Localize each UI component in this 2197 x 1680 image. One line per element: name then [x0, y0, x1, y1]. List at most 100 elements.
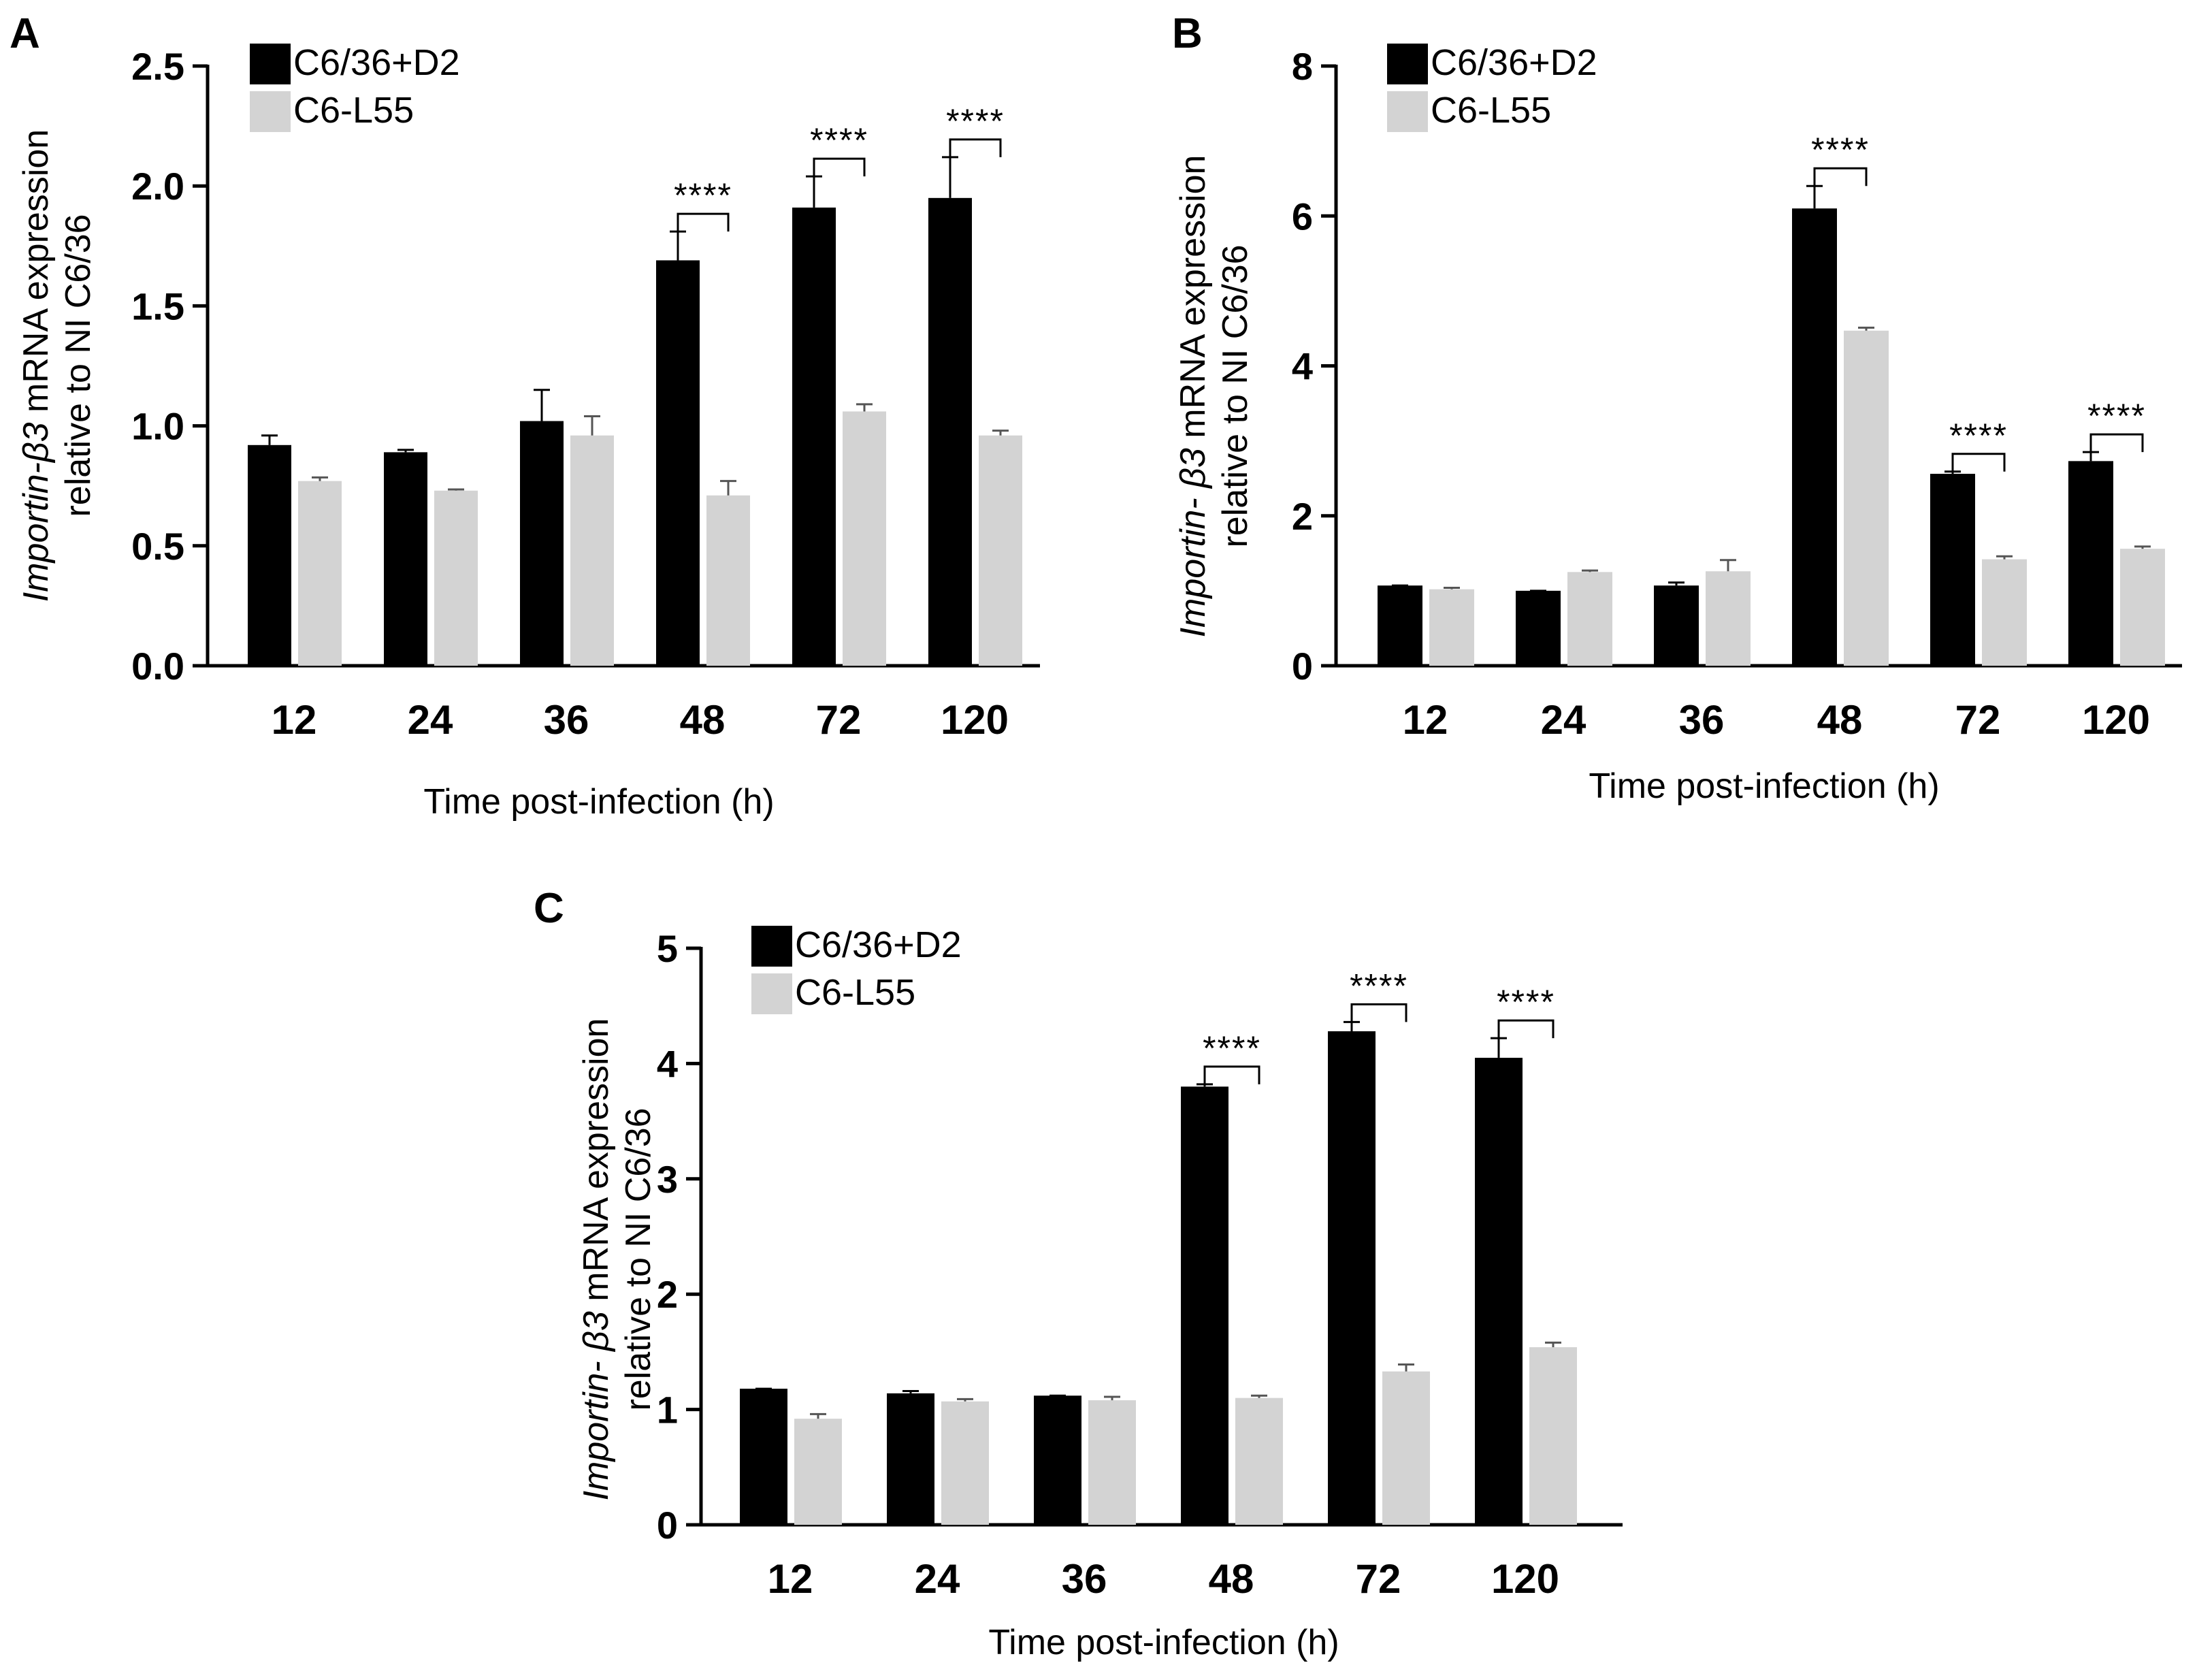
bar-c636-d2-72 [1328, 1031, 1376, 1525]
bar-c636-d2-24 [1516, 590, 1561, 666]
x-tick-label: 120 [941, 697, 1009, 743]
panel-letter: A [10, 10, 40, 57]
bar-c6-l55-12 [1429, 589, 1474, 666]
significance-label: **** [1350, 967, 1408, 1005]
significance-bracket [949, 138, 1002, 157]
y-axis-label-rest: mRNA expression [16, 129, 56, 423]
x-tick-label: 12 [272, 697, 317, 743]
legend-swatch-c636-d2 [751, 926, 792, 967]
y-tick-label: 1 [657, 1389, 678, 1432]
significance-bracket [1350, 1003, 1407, 1022]
significance-bracket [1951, 453, 2006, 472]
legend-swatch-c6-l55 [751, 973, 792, 1014]
significance-label: **** [1811, 131, 1870, 169]
x-tick-label: 48 [680, 697, 726, 743]
y-tick-label: 2 [1292, 495, 1313, 538]
y-axis-label-line2: relative to NI C6/36 [59, 214, 98, 517]
y-axis-label-italic: Importin- β3 [1173, 448, 1213, 637]
bar-c6-l55-120 [979, 435, 1022, 666]
significance-bracket [1497, 1019, 1555, 1039]
significance-bracket [2089, 433, 2144, 453]
legend-label: C6/36+D2 [293, 42, 460, 83]
y-tick-label: 0 [1292, 645, 1313, 688]
panel-a: A 0.0 0.5 1.0 1.5 2.0 2.5 12 24 36 48 72 120 **** ****… [10, 10, 1040, 822]
significance-label: **** [1949, 417, 2008, 455]
panel-letter: B [1172, 10, 1203, 57]
bar-c6-l55-12 [794, 1419, 842, 1525]
y-tick-label: 2.5 [131, 45, 184, 88]
bar-c6-l55-12 [298, 481, 342, 666]
legend-label: C6-L55 [1431, 90, 1551, 131]
y-tick-label: 0 [657, 1504, 678, 1547]
legend-label: C6/36+D2 [1431, 42, 1597, 83]
bar-c636-d2-48 [656, 260, 700, 666]
bar-c6-l55-36 [1088, 1400, 1136, 1525]
x-tick-label: 72 [816, 697, 862, 743]
bar-c6-l55-48 [706, 495, 750, 666]
y-axis-label-italic: Importin- β3 [576, 1311, 616, 1500]
significance-bracket [1203, 1065, 1260, 1084]
x-axis-label: Time post-infection (h) [988, 1623, 1339, 1662]
bar-c636-d2-12 [1378, 585, 1422, 666]
y-axis-label-italic: Importin-β3 [16, 422, 56, 602]
bar-c6-l55-24 [434, 490, 478, 666]
y-tick-label: 2 [657, 1273, 678, 1316]
legend: C6/36+D2 C6-L55 [751, 924, 962, 1014]
significance-bracket [1813, 167, 1868, 187]
significance-bracket [813, 157, 866, 177]
x-tick-label: 24 [915, 1556, 960, 1602]
x-tick-label: 24 [408, 697, 453, 743]
bar-c636-d2-120 [1475, 1057, 1523, 1525]
y-tick-label: 5 [657, 927, 678, 970]
significance-label: **** [2087, 397, 2146, 435]
bar-c6-l55-72 [1382, 1371, 1430, 1525]
legend-label: C6-L55 [293, 90, 414, 131]
y-tick-label: 0.5 [131, 525, 184, 568]
bar-c636-d2-12 [248, 445, 291, 666]
bar-c636-d2-72 [1930, 474, 1975, 666]
significance-label: **** [946, 102, 1005, 140]
x-tick-label: 36 [1679, 697, 1725, 743]
bar-c6-l55-72 [843, 411, 886, 666]
x-axis-label: Time post-infection (h) [1589, 766, 1939, 806]
panel-letter: C [534, 885, 564, 932]
y-tick-label: 2.0 [131, 165, 184, 208]
bar-c6-l55-120 [2120, 549, 2165, 666]
x-tick-label: 12 [1403, 697, 1448, 743]
bar-c636-d2-36 [1034, 1395, 1081, 1525]
x-tick-label: 72 [1356, 1556, 1401, 1602]
bar-c636-d2-48 [1181, 1086, 1228, 1525]
bar-c6-l55-36 [570, 435, 614, 666]
y-axis-label-rest: mRNA expression [576, 1018, 616, 1312]
bar-c6-l55-48 [1844, 330, 1889, 666]
legend-swatch-c6-l55 [250, 91, 291, 132]
x-tick-label: 48 [1209, 1556, 1254, 1602]
legend-swatch-c636-d2 [250, 44, 291, 84]
y-tick-label: 1.5 [131, 285, 184, 327]
y-axis-label: Importin-β3 mRNA expressionrelative to N… [16, 129, 98, 602]
y-tick-label: 3 [657, 1158, 678, 1201]
x-tick-label: 12 [768, 1556, 813, 1602]
bar-c636-d2-36 [1654, 585, 1699, 666]
x-tick-label: 36 [544, 697, 589, 743]
bar-c636-d2-36 [520, 421, 564, 666]
y-tick-label: 6 [1292, 195, 1313, 238]
legend-label: C6/36+D2 [795, 924, 962, 965]
y-axis-label-rest: mRNA expression [1173, 155, 1213, 449]
legend: C6/36+D2 C6-L55 [250, 42, 460, 132]
bar-c6-l55-120 [1529, 1347, 1577, 1525]
y-axis-label: Importin- β3 mRNA expressionrelative to … [1173, 155, 1255, 638]
x-tick-label: 120 [1491, 1556, 1559, 1602]
bar-c636-d2-12 [740, 1389, 787, 1525]
bar-c6-l55-72 [1982, 559, 2027, 666]
y-axis-label: Importin- β3 mRNA expressionrelative to … [576, 1018, 658, 1501]
legend-label: C6-L55 [795, 972, 915, 1013]
significance-label: **** [674, 176, 732, 214]
y-tick-label: 4 [657, 1042, 678, 1085]
y-tick-label: 4 [1292, 345, 1313, 388]
x-tick-label: 48 [1817, 697, 1863, 743]
x-axis-label: Time post-infection (h) [423, 782, 774, 822]
x-tick-label: 120 [2082, 697, 2150, 743]
